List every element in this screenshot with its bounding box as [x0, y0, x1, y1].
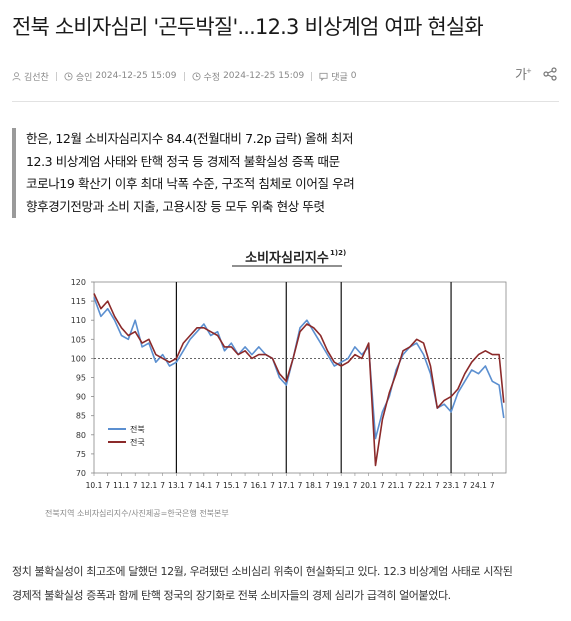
x-tick-label: 11.1 [113, 481, 130, 490]
y-tick-label: 100 [71, 354, 86, 363]
article-meta: 김선찬 승인 2024-12-25 15:09 수정 2024-12-25 15… [12, 68, 356, 84]
chart-figure: 소비자심리지수 1)2) 70 75 80 85 90 95 100 105 110 115 120 10… [12, 240, 559, 500]
font-size-icon[interactable]: 가 + [514, 65, 532, 83]
summary-line: 한은, 12월 소비자심리지수 84.4(전월대비 7.2p 급락) 올해 최저 [26, 131, 354, 146]
x-tick-label: 7 [270, 481, 275, 490]
svg-text:+: + [526, 67, 532, 75]
user-icon [12, 71, 21, 81]
x-tick-label: 15.1 [223, 481, 240, 490]
clock-icon [191, 71, 201, 81]
article-tools: 가 + [514, 65, 559, 83]
x-tick-label: 21.1 [388, 481, 405, 490]
legend-label: 전북 [130, 424, 145, 434]
x-tick-label: 10.1 [86, 481, 103, 490]
svg-text:가: 가 [515, 68, 527, 81]
x-tick-label: 7 [435, 481, 440, 490]
consumer-sentiment-chart: 소비자심리지수 1)2) 70 75 80 85 90 95 100 105 110 115 120 10… [71, 249, 507, 490]
x-tick-label: 12.1 [141, 481, 158, 490]
created-time: 2024-12-25 15:09 [95, 71, 177, 81]
modified-time: 2024-12-25 15:09 [223, 71, 305, 81]
x-tick-label: 7 [380, 481, 385, 490]
header-divider [12, 101, 559, 102]
share-icon[interactable] [541, 65, 559, 83]
chart-title-superscript: 1)2) [330, 249, 346, 257]
x-tick-label: 20.1 [360, 481, 377, 490]
x-tick-label: 23.1 [443, 481, 460, 490]
legend-label: 전국 [130, 437, 145, 447]
x-tick-label: 7 [243, 481, 248, 490]
summary-line: 12.3 비상계엄 사태와 탄핵 정국 등 경제적 불확실성 증폭 때문 [26, 153, 340, 169]
series-line-national [93, 293, 505, 467]
x-tick-label: 7 [298, 481, 303, 490]
modified-date: 수정 2024-12-25 15:09 [191, 70, 305, 83]
y-tick-label: 70 [76, 469, 86, 478]
x-tick-label: 17.1 [278, 481, 295, 490]
x-tick-label: 14.1 [196, 481, 213, 490]
modified-label: 수정 [203, 72, 221, 83]
x-tick-label: 7 [325, 481, 330, 490]
x-tick-label: 7 [133, 481, 138, 490]
x-tick-label: 7 [188, 481, 193, 490]
x-tick-label: 7 [215, 481, 220, 490]
y-tick-label: 95 [76, 374, 86, 383]
article-summary: 한은, 12월 소비자심리지수 84.4(전월대비 7.2p 급락) 올해 최저… [12, 128, 512, 218]
plot-area [93, 281, 507, 474]
created-label: 승인 [75, 72, 93, 83]
y-tick-label: 105 [71, 335, 86, 344]
comments-count: 0 [350, 71, 357, 81]
meta-divider [311, 71, 313, 81]
comment-icon [319, 72, 328, 81]
x-tick-label: 7 [407, 481, 412, 490]
y-tick-label: 85 [76, 412, 86, 421]
author-name: 김선찬 [24, 72, 49, 83]
x-tick-label: 7 [462, 481, 467, 490]
x-tick-label: 7 [105, 481, 110, 490]
x-tick-label: 13.1 [168, 481, 185, 490]
y-tick-label: 80 [76, 431, 86, 440]
author[interactable]: 김선찬 [12, 70, 49, 83]
comments-label: 댓글 [331, 72, 348, 83]
summary-line: 향후경기전망과 소비 지출, 고용시장 등 모두 위축 현상 뚜렷 [26, 198, 325, 214]
y-tick-label: 75 [76, 450, 86, 459]
y-tick-label: 110 [71, 316, 86, 325]
article-body: 정치 불확실성이 최고조에 달했던 12월, 우려됐던 소비심리 위축이 현실화… [12, 560, 564, 608]
article-headline: 전북 소비자심리 '곤두박질'...12.3 비상계엄 여파 현실화 [12, 15, 484, 39]
body-paragraph: 정치 불확실성이 최고조에 달했던 12월, 우려됐던 소비심리 위축이 현실화… [12, 565, 513, 578]
x-tick-label: 16.1 [250, 481, 267, 490]
summary-line: 코로나19 확산기 이후 최대 낙폭 수준, 구조적 침체로 이어질 우려 [26, 176, 355, 191]
comments-link[interactable]: 댓글 0 [319, 70, 356, 83]
clock-icon [64, 71, 73, 81]
x-tick-label: 19.1 [333, 481, 350, 490]
meta-divider [183, 71, 185, 81]
x-tick-label: 24.1 [470, 481, 487, 490]
x-tick-label: 7 [353, 481, 358, 490]
created-date: 승인 2024-12-25 15:09 [64, 70, 177, 83]
photo-caption: 전북지역 소비자심리지수/사진제공=한국은행 전북본부 [45, 509, 229, 518]
meta-divider [55, 71, 57, 81]
y-tick-label: 115 [71, 297, 86, 306]
x-tick-label: 7 [490, 481, 495, 490]
body-paragraph: 경제적 불확실성 증폭과 함께 탄핵 정국의 장기화로 전북 소비자들의 경제 … [12, 589, 451, 602]
y-tick-label: 120 [71, 278, 86, 287]
x-tick-label: 7 [160, 481, 165, 490]
y-tick-label: 90 [76, 393, 86, 402]
x-tick-label: 22.1 [415, 481, 432, 490]
x-tick-label: 18.1 [305, 481, 322, 490]
chart-title: 소비자심리지수 [245, 250, 329, 266]
